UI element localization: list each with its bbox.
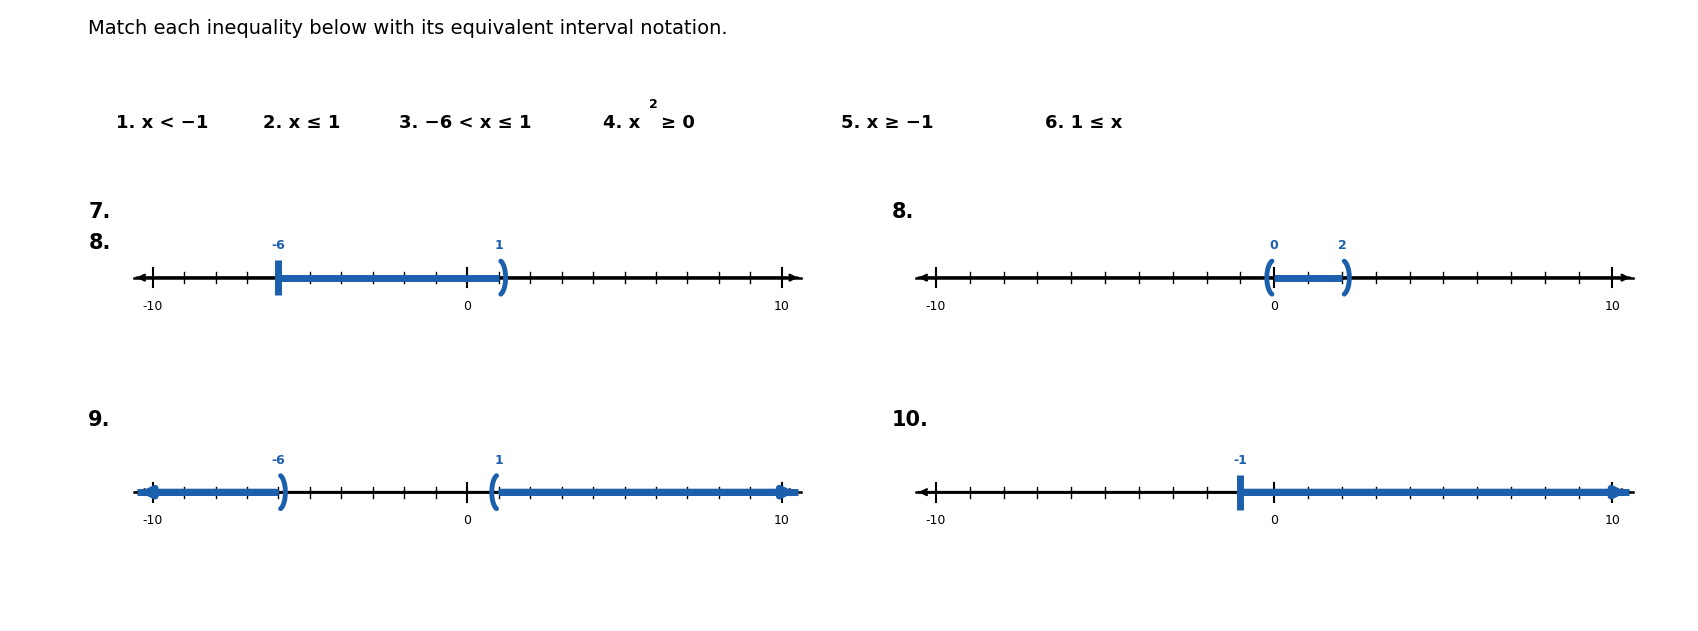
Text: -1: -1 bbox=[1233, 454, 1246, 467]
Text: 0: 0 bbox=[1268, 239, 1279, 252]
Text: 0: 0 bbox=[464, 514, 470, 528]
Text: 5. x ≥ −1: 5. x ≥ −1 bbox=[841, 114, 932, 132]
Text: 8.: 8. bbox=[88, 233, 110, 254]
Text: 8.: 8. bbox=[891, 202, 914, 222]
Text: 1: 1 bbox=[494, 239, 503, 252]
Text: ≥ 0: ≥ 0 bbox=[661, 114, 694, 132]
Text: 2: 2 bbox=[1336, 239, 1345, 252]
Text: 0: 0 bbox=[1270, 514, 1277, 528]
Text: 10: 10 bbox=[1603, 300, 1620, 313]
Text: 10: 10 bbox=[1603, 514, 1620, 528]
Text: 3. −6 < x ≤ 1: 3. −6 < x ≤ 1 bbox=[399, 114, 531, 132]
Text: 0: 0 bbox=[464, 300, 470, 313]
Text: 10: 10 bbox=[774, 514, 790, 528]
Text: -10: -10 bbox=[925, 300, 946, 313]
Text: 1: 1 bbox=[494, 454, 503, 467]
Text: 10.: 10. bbox=[891, 410, 929, 430]
Text: Match each inequality below with its equivalent interval notation.: Match each inequality below with its equ… bbox=[88, 19, 727, 38]
Text: 10: 10 bbox=[774, 300, 790, 313]
Text: 6. 1 ≤ x: 6. 1 ≤ x bbox=[1044, 114, 1122, 132]
Text: 0: 0 bbox=[1270, 300, 1277, 313]
Text: -10: -10 bbox=[143, 514, 163, 528]
Text: -6: -6 bbox=[272, 239, 285, 252]
Text: 7.: 7. bbox=[88, 202, 110, 222]
Text: -10: -10 bbox=[143, 300, 163, 313]
Text: 4. x: 4. x bbox=[603, 114, 640, 132]
Text: 2: 2 bbox=[649, 98, 657, 111]
Text: -10: -10 bbox=[925, 514, 946, 528]
Text: 1. x < −1: 1. x < −1 bbox=[115, 114, 207, 132]
Text: 2. x ≤ 1: 2. x ≤ 1 bbox=[263, 114, 341, 132]
Text: -6: -6 bbox=[272, 454, 285, 467]
Text: 9.: 9. bbox=[88, 410, 110, 430]
